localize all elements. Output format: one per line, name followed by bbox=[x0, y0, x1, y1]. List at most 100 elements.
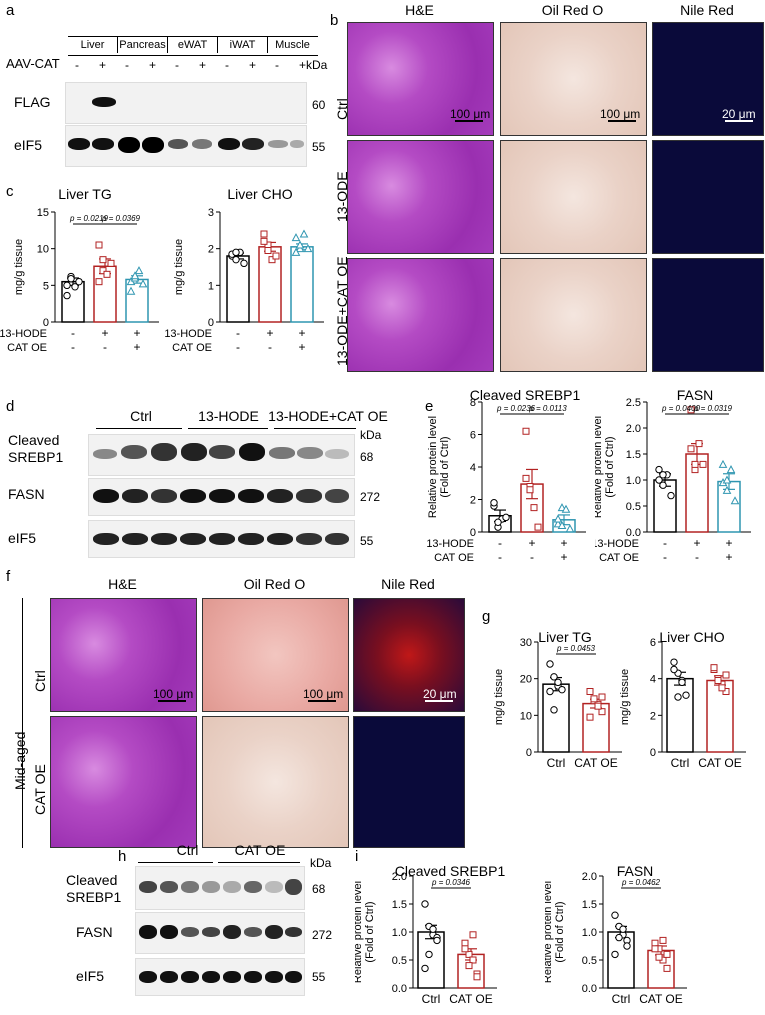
category-label: Ctrl bbox=[422, 992, 441, 1006]
group-ctrl-h: Ctrl bbox=[176, 842, 199, 858]
y-tick-label: 8 bbox=[470, 397, 476, 409]
band bbox=[269, 447, 295, 459]
data-point bbox=[268, 256, 276, 264]
y-tick-label: 4 bbox=[650, 674, 656, 686]
y-tick-label: 0.5 bbox=[392, 955, 407, 967]
data-point bbox=[594, 702, 602, 710]
data-point bbox=[691, 460, 699, 468]
data-point bbox=[678, 678, 686, 687]
data-point bbox=[465, 950, 473, 958]
data-point bbox=[71, 283, 79, 291]
p-value: p = 0.0113 bbox=[528, 404, 567, 413]
chart-liver-cho-g: Liver CHO 0 2 4 6 mg/g tissue Ctrl CAT OE bbox=[620, 629, 746, 770]
sign: + bbox=[149, 58, 157, 72]
data-point bbox=[75, 277, 83, 286]
y-tick-label: 2 bbox=[208, 244, 214, 256]
data-point bbox=[502, 513, 510, 522]
band bbox=[151, 489, 177, 503]
y-tick-label: 6 bbox=[470, 430, 476, 442]
panel-label-h: h bbox=[118, 848, 127, 865]
y-tick-label: 10 bbox=[37, 244, 49, 256]
y-tick-label: 4 bbox=[470, 462, 476, 474]
blot-flag bbox=[65, 82, 307, 124]
col-oro-b: Oil Red O bbox=[541, 2, 604, 18]
oilredo-image-13ode-catoe bbox=[500, 258, 647, 372]
nilered-image-catoe-f bbox=[353, 716, 465, 848]
data-point bbox=[469, 956, 477, 964]
scale-label-f3: 20 μm bbox=[423, 687, 457, 701]
band bbox=[285, 971, 302, 983]
chart-title: Liver TG bbox=[538, 629, 591, 645]
scale-label-f2: 100 μm bbox=[303, 687, 344, 701]
bar bbox=[666, 677, 694, 753]
blot-eif5-a bbox=[65, 125, 307, 167]
mw-fasn-h: 272 bbox=[312, 928, 333, 942]
data-point bbox=[651, 945, 659, 953]
data-point bbox=[299, 229, 309, 238]
factor-sign: + bbox=[560, 550, 567, 564]
y-tick-label: 0 bbox=[470, 527, 476, 539]
data-point bbox=[530, 504, 538, 512]
factor-sign: - bbox=[236, 326, 240, 340]
data-point bbox=[240, 259, 248, 268]
y-tick-label: 5 bbox=[43, 280, 49, 292]
data-point bbox=[651, 939, 659, 947]
data-point bbox=[699, 460, 707, 468]
y-tick-label: 0.0 bbox=[626, 527, 641, 539]
data-point bbox=[659, 481, 667, 489]
chart-title: Liver TG bbox=[58, 186, 111, 202]
chart-liver-tg-g: Liver TG 0 10 20 30 mg/g tissue p = 0.0453 Ctrl… bbox=[493, 629, 622, 770]
band bbox=[296, 533, 322, 545]
data-point bbox=[730, 496, 740, 505]
data-point bbox=[67, 275, 75, 283]
category-label: Ctrl bbox=[547, 756, 566, 770]
band bbox=[139, 925, 157, 939]
p-value: p = 0.0400 bbox=[661, 404, 701, 413]
p-value: p = 0.0319 bbox=[693, 404, 733, 413]
panel-label-e: e bbox=[425, 398, 434, 415]
factor-label: CAT OE bbox=[172, 342, 212, 354]
mw-srebp1-d: 68 bbox=[360, 450, 374, 464]
band bbox=[209, 533, 235, 545]
y-tick-label: 1.5 bbox=[626, 449, 641, 461]
data-point bbox=[619, 925, 627, 933]
scale-bar bbox=[455, 120, 483, 122]
bar bbox=[542, 683, 570, 753]
y-axis-label-line: (Fold of Ctrl) bbox=[554, 901, 566, 962]
group-line bbox=[218, 862, 300, 863]
mw-eif5-h: 55 bbox=[312, 970, 326, 984]
band bbox=[267, 489, 293, 503]
band bbox=[160, 925, 178, 939]
y-axis-label: Relative protein level(Fold of Ctrl) bbox=[595, 416, 616, 518]
data-point bbox=[554, 678, 562, 687]
blot-label-line: Cleaved bbox=[66, 872, 118, 888]
kda-label-d: kDa bbox=[360, 428, 382, 442]
band bbox=[122, 533, 148, 545]
data-point bbox=[526, 486, 534, 494]
y-tick-label: 0 bbox=[650, 747, 656, 759]
y-tick-label: 0.5 bbox=[626, 501, 641, 513]
sign: - bbox=[275, 58, 279, 72]
y-tick-label: 2 bbox=[650, 710, 656, 722]
factor-sign: + bbox=[133, 326, 140, 340]
blot-label-fasn-d: FASN bbox=[8, 486, 45, 502]
band bbox=[160, 881, 178, 893]
sign: + bbox=[99, 58, 107, 72]
data-point bbox=[659, 471, 667, 479]
data-point bbox=[586, 713, 594, 721]
factor-label: 13-HODE bbox=[164, 328, 212, 340]
p-value: p = 0.0346 bbox=[431, 878, 471, 887]
band bbox=[142, 137, 164, 153]
category-label: CAT OE bbox=[698, 756, 742, 770]
factor-sign: + bbox=[693, 536, 700, 550]
panel-label-i: i bbox=[355, 848, 359, 865]
blot-srebp1-d bbox=[88, 434, 355, 476]
factor-sign: + bbox=[560, 536, 567, 550]
group-line bbox=[188, 428, 268, 429]
data-point bbox=[623, 942, 631, 950]
chart-title: FASN bbox=[677, 387, 714, 403]
panel-label-a: a bbox=[6, 2, 15, 19]
group-catoe-h: CAT OE bbox=[234, 842, 286, 858]
band bbox=[181, 443, 207, 461]
chart-fasn-e: FASN 0.0 0.5 1.0 1.5 2.0 2.5 Relative protein l… bbox=[595, 387, 751, 564]
